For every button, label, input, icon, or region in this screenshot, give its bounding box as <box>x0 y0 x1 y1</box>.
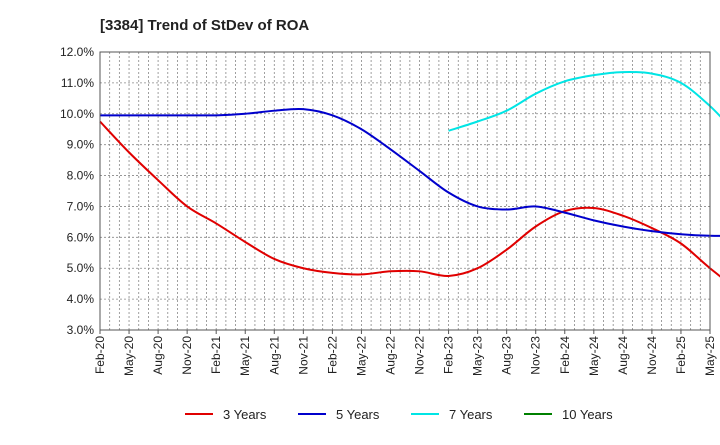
x-tick-label: Nov-22 <box>413 336 427 375</box>
x-tick-label: Aug-20 <box>151 336 165 375</box>
y-tick-label: 9.0% <box>67 138 95 152</box>
y-tick-label: 5.0% <box>67 261 95 275</box>
x-tick-label: Nov-23 <box>529 336 543 375</box>
x-tick-label: Aug-23 <box>500 336 514 375</box>
x-tick-label: Aug-24 <box>616 336 630 375</box>
x-tick-label: Nov-24 <box>645 336 659 375</box>
y-tick-label: 4.0% <box>67 292 95 306</box>
x-tick-label: Aug-22 <box>383 336 397 375</box>
x-tick-label: May-20 <box>122 336 136 376</box>
y-tick-label: 10.0% <box>60 107 94 121</box>
x-tick-label: Aug-21 <box>267 336 281 375</box>
x-tick-label: Feb-22 <box>325 336 339 374</box>
y-axis: 3.0% 4.0% 5.0% 6.0% 7.0% 8.0% 9.0% 10.0% 11.0% 12… <box>60 45 94 337</box>
plot-area-border <box>99 51 711 331</box>
x-axis: Feb-20 May-20 Aug-20 Nov-20 Feb-21 May-21 Aug-… <box>93 330 717 376</box>
legend-label: 10 Years <box>562 407 613 422</box>
y-tick-label: 7.0% <box>67 199 95 213</box>
y-tick-label: 11.0% <box>61 76 94 90</box>
x-tick-label: May-23 <box>471 336 485 376</box>
x-tick-label: Feb-21 <box>209 336 223 374</box>
series-line-5-years <box>100 107 720 237</box>
x-tick-label: Feb-23 <box>442 336 456 374</box>
grid <box>100 52 710 330</box>
x-tick-label: Nov-20 <box>180 336 194 375</box>
legend-label: 5 Years <box>336 407 380 422</box>
legend-label: 3 Years <box>223 407 267 422</box>
y-tick-label: 3.0% <box>67 323 95 337</box>
chart-title: [3384] Trend of StDev of ROA <box>100 17 309 34</box>
legend-label: 7 Years <box>449 407 493 422</box>
x-tick-label: Feb-25 <box>674 336 688 374</box>
series-line-3-years <box>99 120 720 278</box>
x-tick-label: Feb-20 <box>93 336 107 374</box>
series-line-7-years <box>448 70 720 132</box>
y-tick-label: 12.0% <box>60 45 94 59</box>
x-tick-label: May-22 <box>354 336 368 376</box>
legend: 3 Years 5 Years 7 Years 10 Years <box>185 407 613 422</box>
y-tick-label: 8.0% <box>67 169 95 183</box>
y-tick-label: 6.0% <box>67 230 95 244</box>
x-tick-label: May-24 <box>587 336 601 376</box>
series-lines <box>99 70 720 278</box>
x-tick-label: May-21 <box>238 336 252 376</box>
x-tick-label: Nov-21 <box>296 336 310 375</box>
x-tick-label: May-25 <box>703 336 717 376</box>
x-tick-label: Feb-24 <box>558 336 572 374</box>
